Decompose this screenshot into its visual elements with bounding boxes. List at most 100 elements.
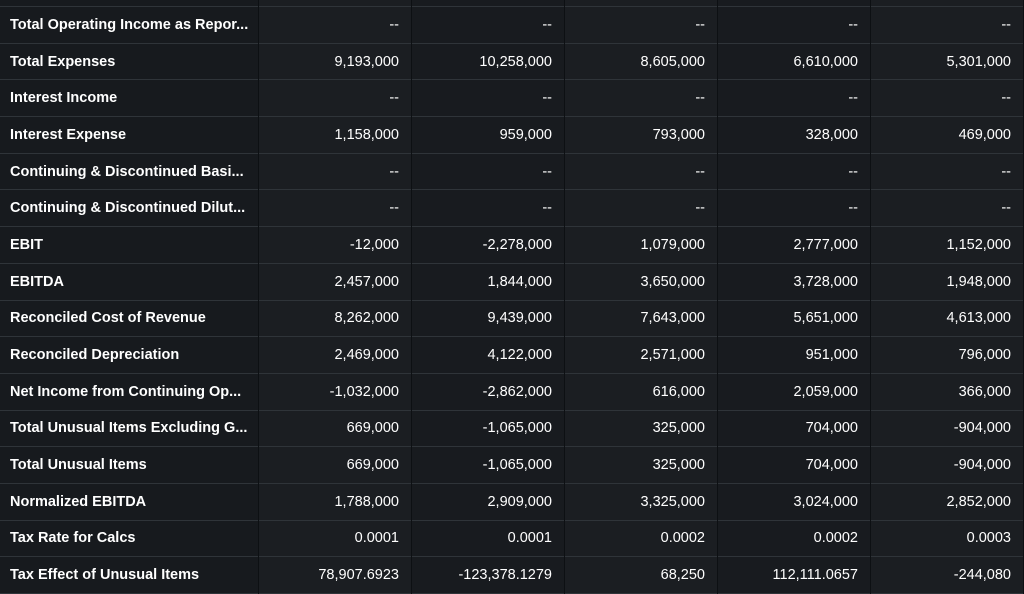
table-cell: 2,059,000 <box>718 373 870 411</box>
table-cell: 328,000 <box>718 117 870 154</box>
table-cell: 3,650,000 <box>565 263 717 301</box>
cropped-row-edge <box>718 0 870 7</box>
table-cell: -- <box>259 190 411 228</box>
table-cell: 78,907.6923 <box>259 557 411 594</box>
table-cell: -- <box>871 7 1023 44</box>
table-cell: 2,777,000 <box>718 227 870 264</box>
table-cell: 0.0002 <box>565 520 717 558</box>
row-label: Continuing & Discontinued Basi... <box>0 153 258 191</box>
row-label: Total Operating Income as Repor... <box>0 7 258 44</box>
row-label: Normalized EBITDA <box>0 483 258 521</box>
table-cell: -12,000 <box>259 227 411 264</box>
table-cell: 951,000 <box>718 337 870 374</box>
row-label: Interest Income <box>0 80 258 118</box>
table-cell: 3,325,000 <box>565 483 717 521</box>
table-cell: 669,000 <box>259 410 411 448</box>
table-cell: -- <box>259 7 411 44</box>
table-cell: 0.0001 <box>259 520 411 558</box>
table-cell: 0.0002 <box>718 520 870 558</box>
table-cell: -- <box>565 153 717 191</box>
table-cell: 2,469,000 <box>259 337 411 374</box>
table-cell: -- <box>718 7 870 44</box>
row-label: Total Expenses <box>0 43 258 81</box>
table-cell: 616,000 <box>565 373 717 411</box>
table-cell: 68,250 <box>565 557 717 594</box>
table-cell: 0.0001 <box>412 520 564 558</box>
table-cell: 1,788,000 <box>259 483 411 521</box>
table-cell: 366,000 <box>871 373 1023 411</box>
table-cell: 9,439,000 <box>412 300 564 338</box>
table-cell: 8,262,000 <box>259 300 411 338</box>
table-cell: -- <box>412 7 564 44</box>
table-cell: -- <box>565 190 717 228</box>
row-label: Net Income from Continuing Op... <box>0 373 258 411</box>
table-cell: 793,000 <box>565 117 717 154</box>
table-cell: 0.0003 <box>871 520 1023 558</box>
table-cell: 5,301,000 <box>871 43 1023 81</box>
table-cell: 469,000 <box>871 117 1023 154</box>
table-cell: -1,032,000 <box>259 373 411 411</box>
row-label: EBIT <box>0 227 258 264</box>
table-cell: -- <box>718 190 870 228</box>
row-label: Continuing & Discontinued Dilut... <box>0 190 258 228</box>
table-cell: -- <box>871 153 1023 191</box>
table-cell: -244,080 <box>871 557 1023 594</box>
table-cell: -1,065,000 <box>412 447 564 484</box>
row-label: EBITDA <box>0 263 258 301</box>
table-cell: -1,065,000 <box>412 410 564 448</box>
cropped-row-edge <box>412 0 564 7</box>
row-label: Total Unusual Items Excluding G... <box>0 410 258 448</box>
row-label: Tax Effect of Unusual Items <box>0 557 258 594</box>
table-cell: -- <box>871 190 1023 228</box>
table-cell: 6,610,000 <box>718 43 870 81</box>
table-cell: -- <box>871 80 1023 118</box>
row-label: Tax Rate for Calcs <box>0 520 258 558</box>
table-cell: 4,613,000 <box>871 300 1023 338</box>
table-cell: 1,948,000 <box>871 263 1023 301</box>
row-label: Interest Expense <box>0 117 258 154</box>
table-cell: -- <box>412 190 564 228</box>
table-cell: -2,862,000 <box>412 373 564 411</box>
table-cell: 959,000 <box>412 117 564 154</box>
table-cell: 3,024,000 <box>718 483 870 521</box>
table-cell: 2,909,000 <box>412 483 564 521</box>
row-label: Total Unusual Items <box>0 447 258 484</box>
table-cell: 9,193,000 <box>259 43 411 81</box>
table-cell: 1,844,000 <box>412 263 564 301</box>
table-cell: 704,000 <box>718 447 870 484</box>
cropped-row-edge <box>0 0 258 7</box>
table-cell: -- <box>718 80 870 118</box>
table-cell: -2,278,000 <box>412 227 564 264</box>
table-cell: -- <box>259 80 411 118</box>
table-cell: 1,152,000 <box>871 227 1023 264</box>
table-cell: 2,457,000 <box>259 263 411 301</box>
table-cell: -- <box>412 153 564 191</box>
table-cell: -- <box>412 80 564 118</box>
table-cell: 669,000 <box>259 447 411 484</box>
cropped-row-edge <box>871 0 1023 7</box>
table-cell: 2,571,000 <box>565 337 717 374</box>
table-cell: 1,079,000 <box>565 227 717 264</box>
table-cell: 8,605,000 <box>565 43 717 81</box>
table-cell: -123,378.1279 <box>412 557 564 594</box>
table-cell: 10,258,000 <box>412 43 564 81</box>
table-cell: 796,000 <box>871 337 1023 374</box>
table-cell: -- <box>259 153 411 191</box>
row-label: Reconciled Depreciation <box>0 337 258 374</box>
table-cell: 112,111.0657 <box>718 557 870 594</box>
table-cell: 2,852,000 <box>871 483 1023 521</box>
table-cell: 3,728,000 <box>718 263 870 301</box>
table-cell: 4,122,000 <box>412 337 564 374</box>
table-cell: 325,000 <box>565 410 717 448</box>
cropped-row-edge <box>259 0 411 7</box>
table-cell: -904,000 <box>871 410 1023 448</box>
table-cell: 7,643,000 <box>565 300 717 338</box>
cropped-row-edge <box>565 0 717 7</box>
table-cell: 704,000 <box>718 410 870 448</box>
table-cell: -- <box>565 80 717 118</box>
table-cell: 5,651,000 <box>718 300 870 338</box>
table-cell: -- <box>718 153 870 191</box>
table-cell: 1,158,000 <box>259 117 411 154</box>
table-cell: 325,000 <box>565 447 717 484</box>
